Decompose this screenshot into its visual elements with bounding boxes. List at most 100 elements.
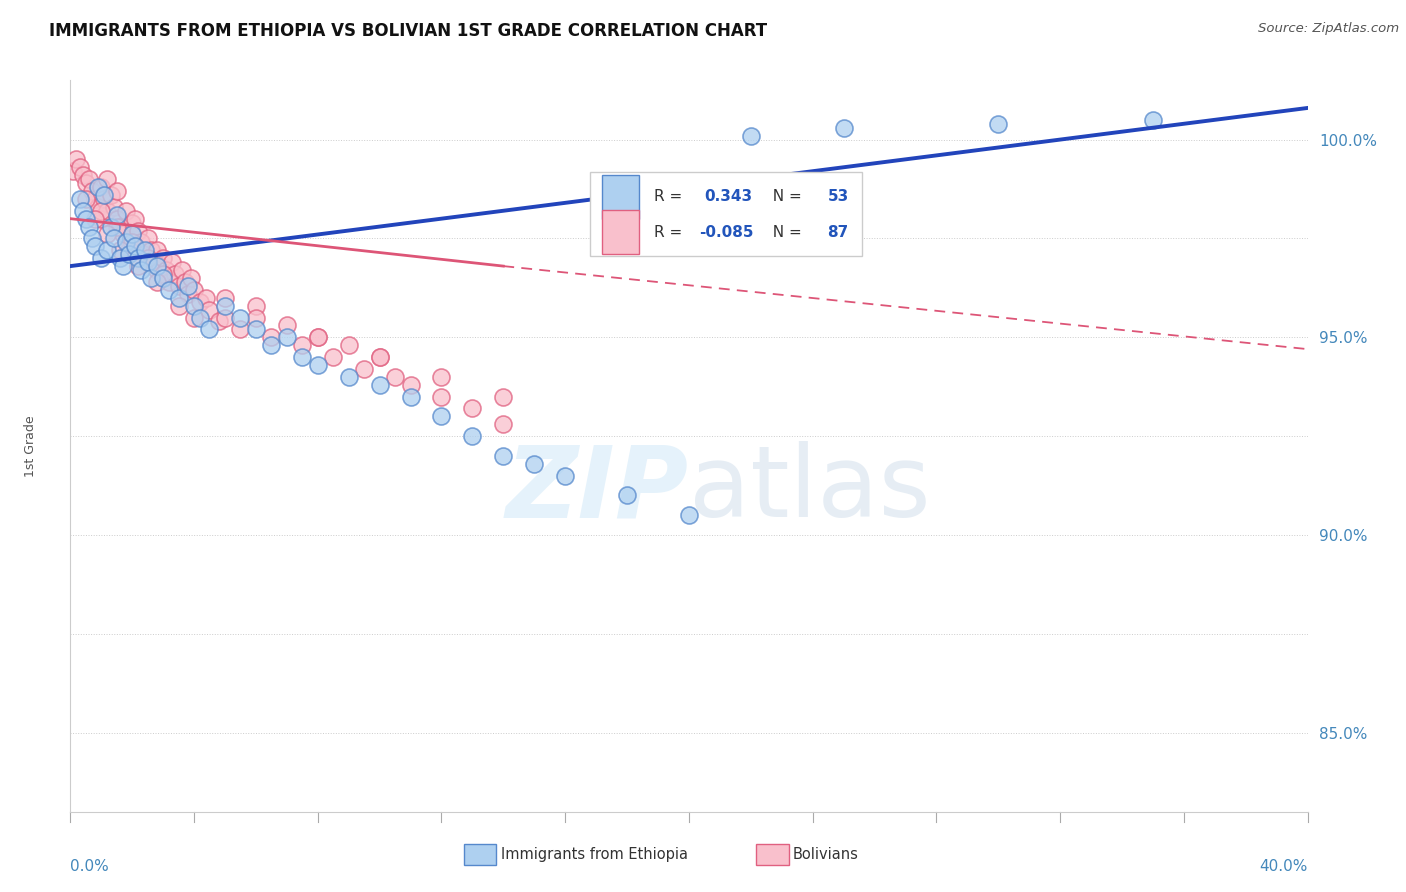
Point [121, 227, 143, 242]
Point [1142, 112, 1164, 127]
Point [118, 247, 141, 261]
Point [430, 409, 453, 424]
Point [322, 350, 344, 364]
Point [260, 338, 283, 352]
Point [180, 271, 202, 285]
Point [165, 267, 187, 281]
Point [229, 310, 252, 325]
Point [75, 192, 97, 206]
Point [740, 128, 762, 143]
Point [167, 299, 190, 313]
Point [77, 172, 100, 186]
Text: 53: 53 [828, 189, 849, 204]
Point [987, 117, 1010, 131]
Text: 1st Grade: 1st Grade [24, 415, 37, 477]
Point [399, 377, 422, 392]
Point [214, 299, 236, 313]
Point [492, 390, 515, 404]
Point [105, 219, 128, 234]
Point [77, 219, 100, 234]
Point [183, 283, 205, 297]
Point [146, 275, 169, 289]
Point [183, 299, 205, 313]
Point [136, 231, 159, 245]
Text: N =: N = [763, 225, 807, 240]
Point [90, 180, 112, 194]
Point [72, 168, 94, 182]
Point [115, 235, 138, 250]
Point [353, 362, 375, 376]
Point [554, 468, 576, 483]
Point [103, 231, 125, 245]
Point [461, 429, 484, 443]
Text: R =: R = [654, 225, 688, 240]
Point [307, 330, 329, 344]
Point [307, 358, 329, 372]
Point [188, 294, 211, 309]
Point [245, 299, 267, 313]
Point [118, 244, 141, 258]
Point [229, 322, 252, 336]
Point [399, 390, 422, 404]
Point [134, 244, 156, 258]
Point [69, 161, 91, 175]
Point [177, 286, 200, 301]
Point [136, 255, 159, 269]
Point [136, 251, 159, 265]
Point [96, 244, 118, 258]
Point [93, 188, 115, 202]
Point [84, 192, 107, 206]
Point [62, 164, 84, 178]
Text: 0.343: 0.343 [704, 189, 752, 204]
Point [131, 235, 153, 250]
Point [430, 369, 453, 384]
Point [198, 302, 221, 317]
Point [111, 259, 134, 273]
Text: ZIP: ZIP [506, 442, 689, 539]
Point [245, 322, 267, 336]
Point [368, 350, 391, 364]
Point [832, 120, 855, 135]
Point [260, 330, 283, 344]
Text: R =: R = [654, 189, 688, 204]
Text: Source: ZipAtlas.com: Source: ZipAtlas.com [1258, 22, 1399, 36]
Point [155, 263, 177, 277]
Point [72, 203, 94, 218]
Point [183, 310, 205, 325]
Text: Immigrants from Ethiopia: Immigrants from Ethiopia [501, 847, 688, 862]
Text: atlas: atlas [689, 442, 931, 539]
Point [157, 283, 180, 297]
Point [214, 310, 236, 325]
Point [162, 255, 184, 269]
Point [69, 192, 91, 206]
Point [121, 216, 143, 230]
Point [131, 263, 153, 277]
Point [100, 188, 122, 202]
Point [149, 259, 172, 273]
Point [84, 239, 107, 253]
Text: N =: N = [763, 189, 807, 204]
Point [124, 239, 146, 253]
Point [152, 271, 174, 285]
Point [337, 338, 360, 352]
Point [337, 369, 360, 384]
Point [523, 457, 546, 471]
Point [127, 251, 149, 265]
Point [105, 208, 128, 222]
Point [616, 488, 638, 502]
Bar [591, 172, 862, 256]
Point [492, 417, 515, 432]
Point [384, 369, 406, 384]
Point [152, 271, 174, 285]
Point [87, 200, 110, 214]
Point [214, 291, 236, 305]
Text: 0.0%: 0.0% [70, 859, 110, 874]
Point [461, 401, 484, 416]
Point [80, 184, 103, 198]
Text: 87: 87 [828, 225, 849, 240]
Text: -0.085: -0.085 [699, 225, 754, 240]
Point [152, 267, 174, 281]
Point [105, 211, 128, 226]
Point [173, 275, 195, 289]
Point [108, 219, 131, 234]
